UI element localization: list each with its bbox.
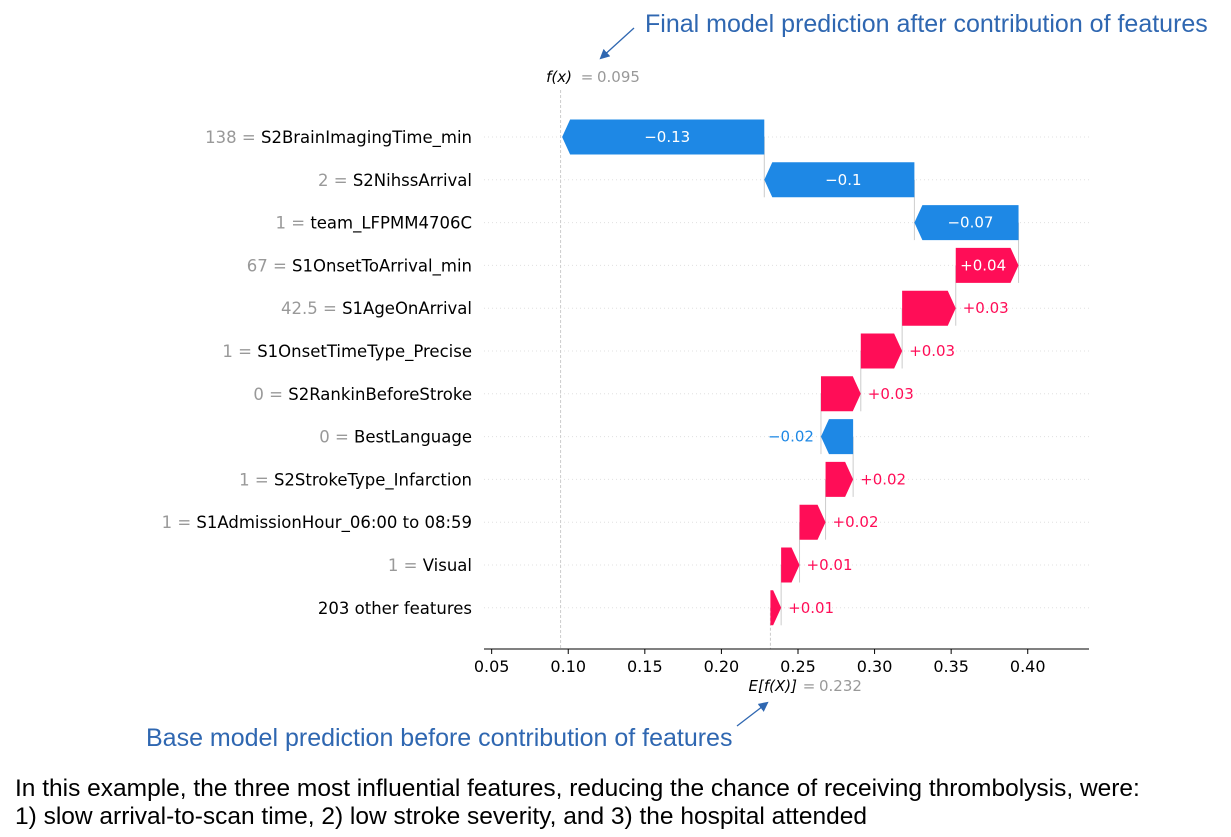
contribution-bar (820, 376, 861, 412)
ex-label: E[f(X)] (749, 677, 798, 695)
x-tick-label: 0.15 (627, 657, 663, 676)
feature-value: 1 = (222, 342, 257, 361)
contribution-bar (914, 205, 1019, 241)
feature-label: 2 = S2NihssArrival (318, 171, 472, 190)
feature-name: S2NihssArrival (353, 171, 472, 190)
contribution-bar (562, 119, 765, 155)
bar-value-label: −0.07 (947, 214, 993, 232)
caption: In this example, the three most influent… (15, 775, 1140, 831)
bar-value-label: +0.03 (909, 342, 955, 360)
x-tick-label: 0.20 (704, 657, 740, 676)
fx-label: f(x) (546, 68, 572, 86)
x-tick-label: 0.30 (857, 657, 893, 676)
bar-value-label: +0.01 (788, 599, 834, 617)
feature-name: S1OnsetTimeType_Precise (257, 342, 472, 362)
caption-line-2: 1) slow arrival-to-scan time, 2) low str… (15, 803, 867, 830)
caption-line-1: In this example, the three most influent… (15, 775, 1140, 802)
feature-value: 2 = (318, 171, 353, 190)
contribution-bar (860, 333, 903, 369)
feature-value: 1 = (239, 470, 274, 489)
final-prediction-annotation: Final model prediction after contributio… (645, 10, 1208, 38)
feature-name: S1AdmissionHour_06:00 to 08:59 (196, 513, 472, 533)
feature-labels: 138 = S2BrainImagingTime_min 2 = S2NihssA… (162, 128, 472, 618)
feature-label: 203 other features (318, 599, 472, 618)
feature-label: 138 = S2BrainImagingTime_min (205, 128, 472, 148)
contribution-bars: −0.13 −0.1 −0.07 +0.04 +0.03 +0.03 +0.03 −0.02 +… (562, 119, 1019, 626)
feature-label: 1 = Visual (388, 556, 472, 575)
feature-value: 138 = (205, 128, 261, 147)
fx-equals: = (581, 68, 594, 86)
feature-value: 0 = (319, 428, 354, 447)
bar-value-label: −0.1 (825, 171, 861, 189)
feature-label: 1 = team_LFPMM4706C (275, 214, 472, 234)
feature-value: 67 = (247, 256, 292, 275)
final-prediction-label: f(x) = 0.095 (546, 68, 640, 86)
feature-name: S2RankinBeforeStroke (288, 385, 472, 404)
contribution-bar (770, 590, 782, 626)
bar-value-label: +0.04 (960, 256, 1006, 274)
x-tick-label: 0.40 (1010, 657, 1046, 676)
x-tick-label: 0.25 (780, 657, 816, 676)
ex-equals: = (803, 677, 816, 695)
x-axis: 0.05 0.10 0.15 0.20 0.25 0.30 0.35 0.40 (474, 648, 1089, 676)
base-value-label: E[f(X)] = 0.232 (749, 677, 862, 695)
top-annotation-arrow (599, 27, 635, 60)
x-tick-label: 0.05 (474, 657, 510, 676)
bottom-annotation-arrow (736, 701, 769, 727)
feature-label: 1 = S1AdmissionHour_06:00 to 08:59 (162, 513, 472, 533)
bar-value-label: +0.03 (868, 385, 914, 403)
contribution-bar (764, 162, 915, 198)
x-tick-label: 0.35 (933, 657, 969, 676)
contribution-bar (955, 247, 1019, 283)
bar-value-label: +0.02 (860, 470, 906, 488)
feature-value: 1 = (162, 513, 197, 532)
feature-name: S2StrokeType_Infarction (274, 470, 472, 490)
feature-label: 1 = S2StrokeType_Infarction (239, 470, 472, 490)
feature-name: S1AgeOnArrival (342, 299, 472, 318)
feature-label: 42.5 = S1AgeOnArrival (281, 299, 472, 318)
feature-name: Visual (423, 556, 472, 575)
feature-label: 0 = BestLanguage (319, 428, 472, 447)
bar-value-label: +0.01 (807, 556, 853, 574)
feature-name: 203 other features (318, 599, 472, 618)
contribution-bar (820, 419, 854, 455)
feature-label: 67 = S1OnsetToArrival_min (247, 256, 472, 276)
feature-label: 0 = S2RankinBeforeStroke (253, 385, 472, 404)
feature-value: 42.5 = (281, 299, 342, 318)
feature-name: BestLanguage (354, 428, 472, 447)
feature-name: team_LFPMM4706C (310, 214, 472, 234)
bar-value-label: −0.13 (644, 128, 690, 146)
feature-label: 1 = S1OnsetTimeType_Precise (222, 342, 472, 362)
bar-value-label: −0.02 (768, 428, 814, 446)
fx-value: 0.095 (597, 68, 640, 86)
contribution-bar (781, 547, 800, 583)
ex-value: 0.232 (819, 677, 862, 695)
feature-name: S1OnsetToArrival_min (292, 256, 472, 276)
contribution-bar (825, 461, 854, 497)
feature-value: 0 = (253, 385, 288, 404)
bar-value-label: +0.03 (963, 299, 1009, 317)
x-tick-label: 0.10 (550, 657, 586, 676)
feature-value: 1 = (275, 214, 310, 233)
bar-value-label: +0.02 (833, 513, 879, 531)
feature-value: 1 = (388, 556, 423, 575)
contribution-bar (902, 290, 956, 326)
contribution-bar (799, 504, 826, 540)
base-prediction-annotation: Base model prediction before contributio… (146, 724, 733, 752)
feature-name: S2BrainImagingTime_min (261, 128, 472, 148)
